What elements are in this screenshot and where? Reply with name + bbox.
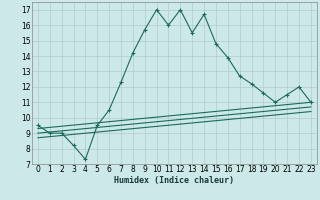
X-axis label: Humidex (Indice chaleur): Humidex (Indice chaleur) — [115, 176, 234, 185]
